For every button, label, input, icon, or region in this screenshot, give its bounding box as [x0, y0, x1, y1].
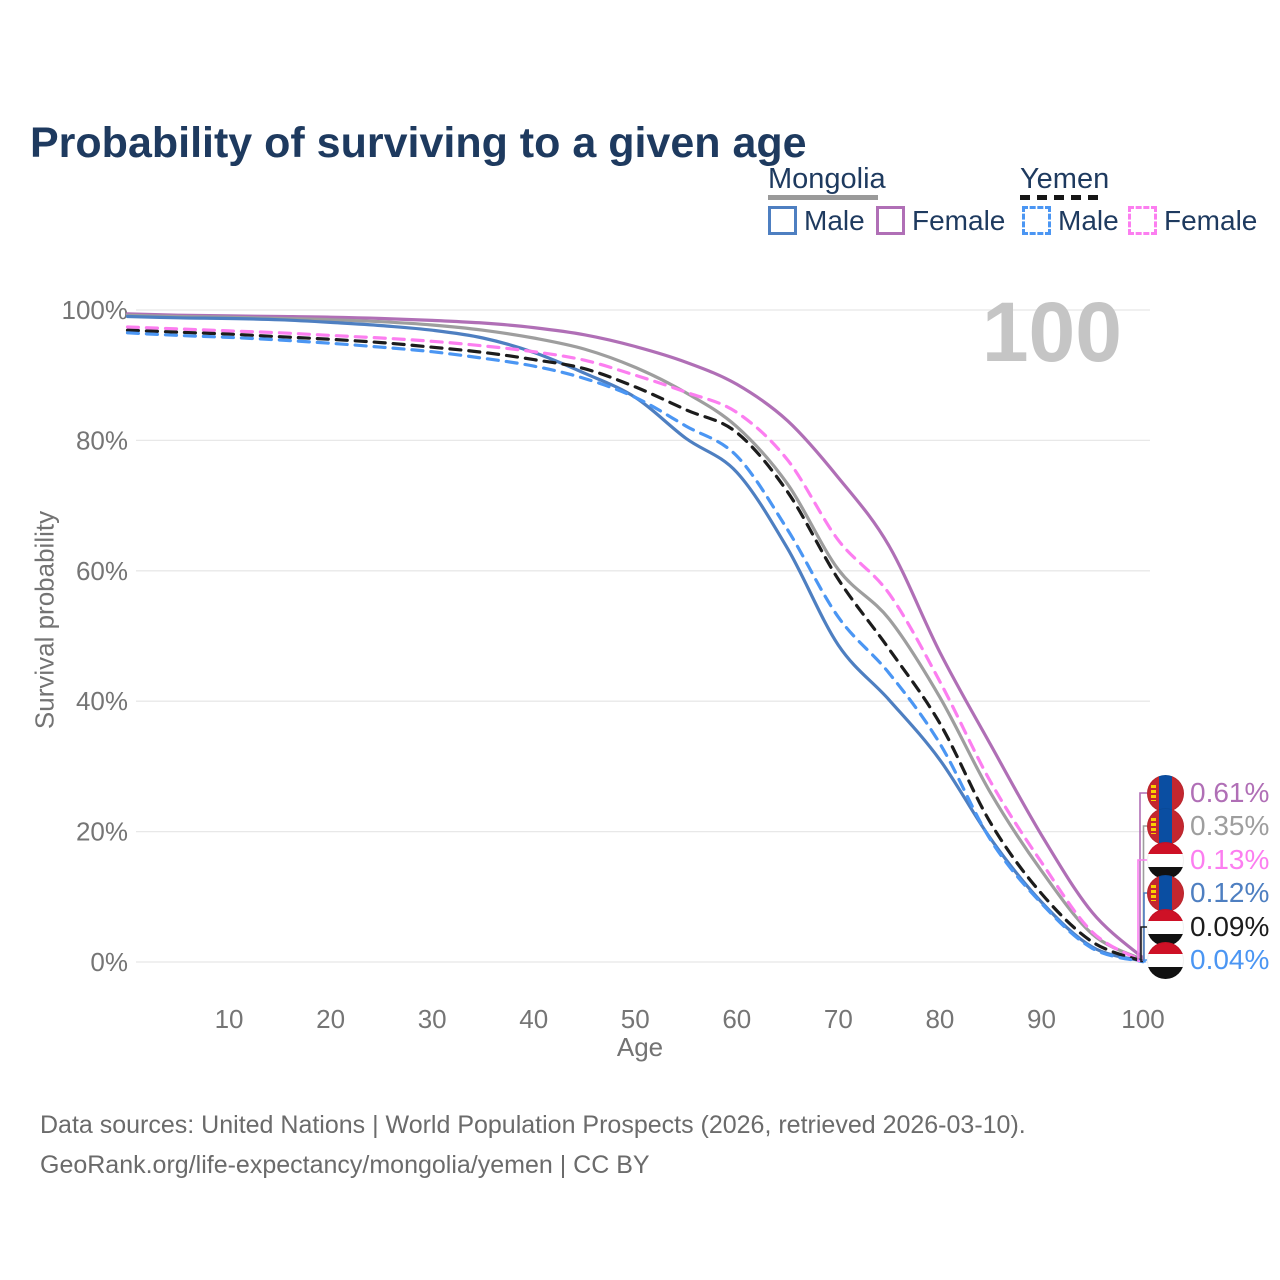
mongolia-flag-icon — [1147, 807, 1184, 845]
x-tick-label: 20 — [316, 1004, 345, 1034]
series-line-mongolia-female — [125, 312, 1145, 960]
end-value: 0.09% — [1190, 911, 1270, 942]
end-label-yemen-female: 0.13% — [1147, 841, 1269, 879]
end-label-connector-yemen-combined- — [1140, 926, 1147, 963]
end-label-yemen-combined: 0.09% — [1147, 908, 1269, 946]
legend-group-yemen-header: Yemen — [1020, 163, 1110, 195]
mongolia-flag-icon — [1147, 874, 1184, 912]
end-value: 0.61% — [1190, 777, 1270, 808]
mongolia-flag-icon — [1147, 774, 1184, 812]
yemen-flag-icon — [1147, 908, 1184, 946]
x-axis-title: Age — [616, 1032, 664, 1062]
end-label-mongolia-female: 0.61% — [1147, 774, 1269, 812]
x-tick-label: 100 — [1121, 1004, 1164, 1034]
legend-label: Male — [804, 204, 865, 236]
end-label-yemen-male: 0.04% — [1147, 941, 1269, 979]
x-tick-label: 70 — [824, 1004, 853, 1034]
legend-item-mongolia-female[interactable]: Female — [876, 204, 1006, 236]
legend-yemen-line-sample — [1020, 195, 1100, 200]
y-tick-label: 60% — [76, 556, 128, 586]
mongolia-female-swatch-icon — [876, 206, 905, 235]
page-title: Probability of surviving to a given age — [30, 118, 807, 167]
x-tick-label: 30 — [418, 1004, 447, 1034]
x-tick-label: 50 — [621, 1004, 650, 1034]
y-tick-label: 100% — [62, 295, 129, 325]
source-line-2: GeoRank.org/life-expectancy/mongolia/yem… — [40, 1151, 650, 1179]
legend-item-yemen-female[interactable]: Female — [1128, 204, 1258, 236]
end-value: 0.35% — [1190, 810, 1270, 841]
end-label-connector-yemen-male — [1143, 959, 1147, 963]
legend-label: Female — [912, 204, 1006, 236]
y-axis-title: Survival probability — [29, 510, 60, 730]
yemen-flag-icon — [1147, 941, 1184, 979]
y-tick-label: 80% — [76, 425, 128, 455]
yemen-female-swatch-icon — [1128, 206, 1157, 235]
x-tick-label: 10 — [215, 1004, 244, 1034]
end-value: 0.13% — [1190, 844, 1270, 875]
series-line-yemen-combined- — [125, 328, 1145, 963]
source-line-1: Data sources: United Nations | World Pop… — [40, 1111, 1026, 1139]
series-line-yemen-male — [125, 331, 1145, 964]
legend-item-mongolia-male[interactable]: Male — [768, 204, 865, 236]
y-tick-label: 0% — [90, 947, 128, 977]
x-tick-label: 90 — [1027, 1004, 1056, 1034]
yemen-male-swatch-icon — [1022, 206, 1051, 235]
end-label-mongolia-combined: 0.35% — [1147, 807, 1269, 845]
legend-mongolia-line-sample — [768, 195, 878, 200]
x-tick-label: 80 — [925, 1004, 954, 1034]
mongolia-male-swatch-icon — [768, 206, 797, 235]
end-label-mongolia-male: 0.12% — [1147, 874, 1269, 912]
x-tick-label: 40 — [519, 1004, 548, 1034]
legend-group-mongolia-header: Mongolia — [768, 163, 886, 195]
y-tick-label: 40% — [76, 686, 128, 716]
data-source-note: Data sources: United Nations | World Pop… — [40, 1105, 1026, 1185]
legend-label: Male — [1058, 204, 1119, 236]
series-line-mongolia-combined- — [125, 313, 1145, 962]
end-value: 0.12% — [1190, 877, 1270, 908]
legend-item-yemen-male[interactable]: Male — [1022, 204, 1119, 236]
watermark-100: 100 — [981, 285, 1122, 379]
yemen-flag-icon — [1147, 841, 1184, 879]
series-line-yemen-female — [125, 325, 1145, 963]
series-line-mongolia-male — [125, 314, 1145, 963]
end-value: 0.04% — [1190, 944, 1270, 975]
legend-label: Female — [1164, 204, 1258, 236]
y-tick-label: 20% — [76, 817, 128, 847]
x-tick-label: 60 — [722, 1004, 751, 1034]
